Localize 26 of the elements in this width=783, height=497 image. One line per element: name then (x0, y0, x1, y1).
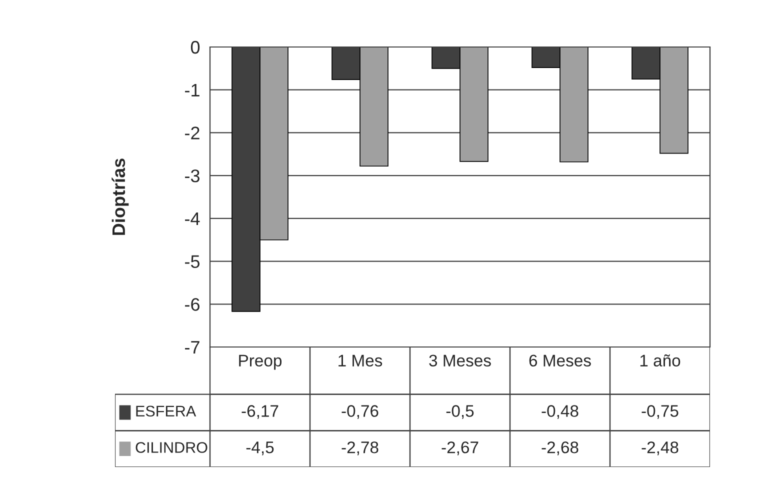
x-tick-label: 1 año (640, 354, 680, 367)
legend-label: CILINDRO (136, 442, 208, 453)
data-label: -2,48 (642, 441, 678, 456)
data-label: -0,48 (542, 405, 578, 419)
data-label: -2,68 (542, 441, 578, 456)
data-label: -0,76 (342, 405, 378, 419)
legend-label: ESFERA (136, 406, 196, 417)
y-tick-label: -4 (185, 212, 200, 225)
x-tick-label: Preop (239, 354, 282, 370)
x-tick-label: 1 Mes (338, 354, 382, 367)
x-tick-label: 3 Meses (429, 354, 491, 367)
y-axis-title: Dioptrías (112, 158, 129, 235)
data-label: -2,78 (342, 441, 378, 456)
y-tick-label: -6 (185, 298, 200, 311)
y-tick-label: -2 (185, 126, 200, 140)
data-label: -0,75 (642, 405, 678, 419)
data-label: -4,5 (246, 442, 274, 456)
data-label: -2,67 (442, 441, 478, 456)
x-tick-label: 6 Meses (529, 354, 591, 367)
data-label: -0,5 (446, 405, 474, 419)
y-tick-label: -7 (185, 341, 200, 354)
y-tick-label: 0 (190, 40, 200, 54)
y-tick-label: -5 (185, 255, 200, 268)
y-tick-label: -3 (185, 170, 200, 182)
y-tick-label: -1 (185, 84, 200, 96)
data-label: -6,17 (242, 405, 278, 419)
